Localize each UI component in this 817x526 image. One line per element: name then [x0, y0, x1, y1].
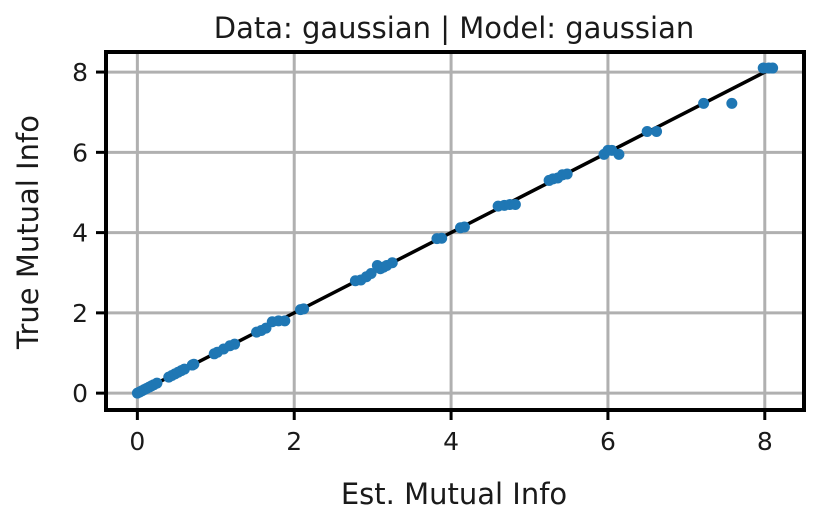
- y-axis-label: True Mutual Info: [11, 115, 45, 350]
- y-tick-label: 0: [72, 379, 88, 408]
- reference-line: [136, 66, 774, 395]
- x-tick-label: 0: [129, 427, 145, 456]
- data-point: [229, 338, 241, 350]
- data-point: [651, 125, 663, 137]
- data-point: [561, 168, 573, 180]
- x-tick-label: 8: [757, 427, 773, 456]
- data-point: [365, 268, 377, 280]
- data-point: [151, 377, 163, 389]
- data-point: [188, 358, 200, 370]
- y-tick-label: 2: [72, 299, 88, 328]
- x-tick-label: 6: [600, 427, 616, 456]
- reference-line-layer: [136, 66, 774, 395]
- axis-ticks: 0 2 4 6 8 0 2 4 6 8: [72, 58, 773, 456]
- x-axis-label: Est. Mutual Info: [341, 477, 567, 511]
- grid-lines: [106, 52, 804, 410]
- chart-title: Data: gaussian | Model: gaussian: [214, 11, 694, 45]
- y-tick-label: 8: [72, 58, 88, 87]
- data-points: [131, 62, 779, 399]
- data-point: [641, 125, 653, 137]
- data-point: [509, 199, 521, 211]
- data-point: [698, 97, 710, 109]
- data-point: [458, 221, 470, 233]
- plot-frame: [104, 50, 806, 412]
- y-tick-label: 6: [72, 138, 88, 167]
- data-point: [279, 315, 291, 327]
- y-tick-label: 4: [72, 219, 88, 248]
- data-point: [436, 232, 448, 244]
- x-tick-label: 4: [443, 427, 459, 456]
- data-point: [298, 303, 310, 315]
- x-tick-label: 2: [286, 427, 302, 456]
- data-point: [613, 148, 625, 160]
- data-point: [767, 62, 779, 74]
- data-point: [726, 97, 738, 109]
- data-point: [386, 257, 398, 269]
